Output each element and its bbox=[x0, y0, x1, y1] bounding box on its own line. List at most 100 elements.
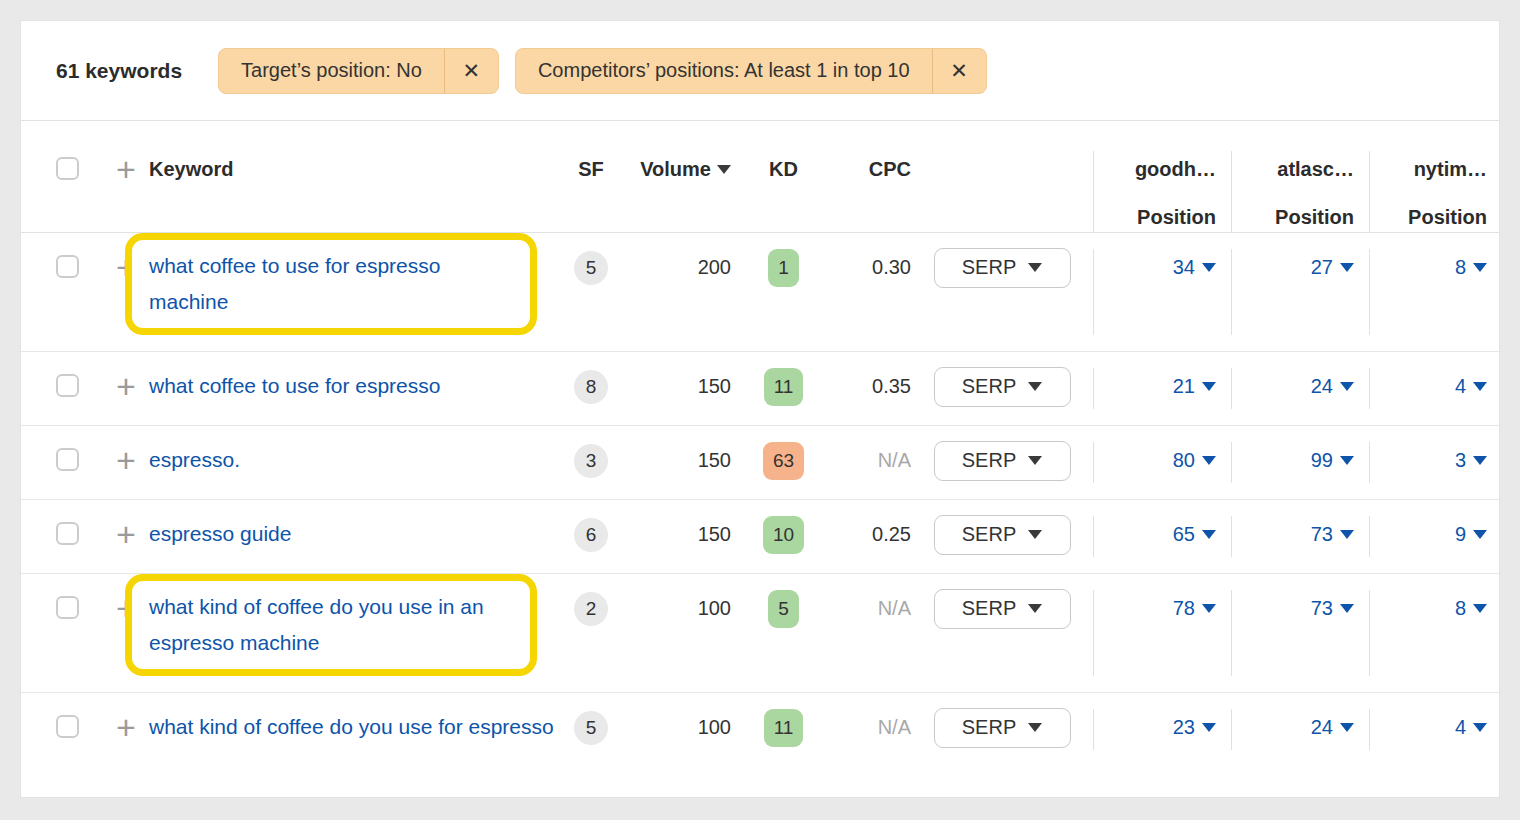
add-keyword-icon[interactable]: + bbox=[116, 368, 136, 404]
table-row: + espresso. 3 150 63 N/A SERP 80 99 3 bbox=[21, 426, 1499, 500]
kd-badge: 63 bbox=[763, 442, 804, 480]
table-row: + what coffee to use for espresso machin… bbox=[21, 233, 1499, 352]
position-cell-atlasc: 27 bbox=[1231, 249, 1369, 335]
position-dropdown-icon[interactable] bbox=[1473, 604, 1487, 613]
add-all-icon[interactable]: + bbox=[116, 151, 136, 187]
position-dropdown-icon[interactable] bbox=[1340, 604, 1354, 613]
position-dropdown-icon[interactable] bbox=[1340, 723, 1354, 732]
serp-features-badge[interactable]: 3 bbox=[574, 444, 608, 478]
add-keyword-icon[interactable]: + bbox=[116, 516, 136, 552]
close-icon[interactable]: ✕ bbox=[444, 49, 498, 93]
kd-badge: 11 bbox=[764, 368, 804, 406]
serp-features-badge[interactable]: 2 bbox=[574, 592, 608, 626]
position-value[interactable]: 65 bbox=[1173, 523, 1195, 545]
serp-dropdown-button[interactable]: SERP bbox=[934, 589, 1071, 629]
position-value[interactable]: 80 bbox=[1173, 449, 1195, 471]
position-dropdown-icon[interactable] bbox=[1202, 530, 1216, 539]
keyword-highlight: what kind of coffee do you use for espre… bbox=[149, 709, 554, 745]
header-sf[interactable]: SF bbox=[561, 151, 621, 187]
position-value[interactable]: 99 bbox=[1311, 449, 1333, 471]
position-value[interactable]: 27 bbox=[1311, 256, 1333, 278]
kd-badge: 5 bbox=[768, 590, 799, 628]
row-checkbox[interactable] bbox=[56, 715, 79, 738]
position-value[interactable]: 8 bbox=[1455, 597, 1466, 619]
position-value[interactable]: 9 bbox=[1455, 523, 1466, 545]
serp-dropdown-button[interactable]: SERP bbox=[934, 441, 1071, 481]
header-cpc[interactable]: CPC bbox=[836, 151, 911, 187]
kd-badge: 10 bbox=[763, 516, 804, 554]
position-value[interactable]: 73 bbox=[1311, 523, 1333, 545]
serp-dropdown-button[interactable]: SERP bbox=[934, 708, 1071, 748]
header-volume-sort[interactable]: Volume bbox=[621, 151, 731, 187]
serp-features-badge[interactable]: 8 bbox=[574, 370, 608, 404]
keyword-link[interactable]: what coffee to use for espresso bbox=[149, 374, 440, 397]
position-value[interactable]: 24 bbox=[1311, 716, 1333, 738]
keyword-link[interactable]: espresso guide bbox=[149, 522, 291, 545]
keyword-link[interactable]: espresso. bbox=[149, 448, 240, 471]
chevron-down-icon bbox=[1028, 723, 1042, 732]
position-value[interactable]: 23 bbox=[1173, 716, 1195, 738]
filter-chip-target-position: Target’s position: No ✕ bbox=[218, 48, 499, 94]
select-all-checkbox[interactable] bbox=[56, 157, 79, 180]
position-dropdown-icon[interactable] bbox=[1202, 456, 1216, 465]
position-value[interactable]: 24 bbox=[1311, 375, 1333, 397]
serp-dropdown-button[interactable]: SERP bbox=[934, 515, 1071, 555]
chevron-down-icon bbox=[1028, 604, 1042, 613]
position-dropdown-icon[interactable] bbox=[1340, 530, 1354, 539]
position-dropdown-icon[interactable] bbox=[1473, 263, 1487, 272]
position-value[interactable]: 21 bbox=[1173, 375, 1195, 397]
position-dropdown-icon[interactable] bbox=[1202, 263, 1216, 272]
add-keyword-icon[interactable]: + bbox=[116, 709, 136, 745]
close-icon[interactable]: ✕ bbox=[932, 49, 986, 93]
position-dropdown-icon[interactable] bbox=[1340, 456, 1354, 465]
row-checkbox[interactable] bbox=[56, 448, 79, 471]
position-value[interactable]: 4 bbox=[1455, 716, 1466, 738]
position-dropdown-icon[interactable] bbox=[1473, 723, 1487, 732]
header-competitor-goodh[interactable]: goodh… Position bbox=[1093, 151, 1231, 232]
volume-value: 100 bbox=[621, 709, 731, 745]
position-dropdown-icon[interactable] bbox=[1202, 723, 1216, 732]
table-body: + what coffee to use for espresso machin… bbox=[21, 233, 1499, 766]
header-competitor-nytim[interactable]: nytim… Position bbox=[1369, 151, 1499, 232]
row-checkbox[interactable] bbox=[56, 522, 79, 545]
row-checkbox[interactable] bbox=[56, 374, 79, 397]
position-cell-atlasc: 73 bbox=[1231, 590, 1369, 676]
position-dropdown-icon[interactable] bbox=[1473, 530, 1487, 539]
keyword-highlight: what kind of coffee do you use in an esp… bbox=[125, 574, 537, 676]
filter-chip-label[interactable]: Competitors’ positions: At least 1 in to… bbox=[516, 49, 932, 93]
serp-features-badge[interactable]: 5 bbox=[574, 251, 608, 285]
position-value[interactable]: 78 bbox=[1173, 597, 1195, 619]
position-dropdown-icon[interactable] bbox=[1340, 263, 1354, 272]
header-kd[interactable]: KD bbox=[731, 151, 836, 187]
filter-toolbar: 61 keywords Target’s position: No ✕ Comp… bbox=[21, 21, 1499, 121]
position-dropdown-icon[interactable] bbox=[1202, 604, 1216, 613]
position-cell-goodh: 21 bbox=[1093, 368, 1231, 409]
position-value[interactable]: 8 bbox=[1455, 256, 1466, 278]
table-header: + Keyword SF Volume KD CPC goodh… Positi… bbox=[21, 121, 1499, 233]
position-cell-nytim: 8 bbox=[1369, 249, 1499, 335]
header-keyword: Keyword bbox=[149, 151, 561, 187]
position-dropdown-icon[interactable] bbox=[1202, 382, 1216, 391]
filter-chip-label[interactable]: Target’s position: No bbox=[219, 49, 444, 93]
position-value[interactable]: 34 bbox=[1173, 256, 1195, 278]
cpc-value: N/A bbox=[836, 590, 911, 626]
kd-badge: 11 bbox=[764, 709, 804, 747]
serp-dropdown-button[interactable]: SERP bbox=[934, 367, 1071, 407]
serp-features-badge[interactable]: 5 bbox=[574, 711, 608, 745]
keyword-link[interactable]: what coffee to use for espresso machine bbox=[149, 254, 440, 313]
row-checkbox[interactable] bbox=[56, 255, 79, 278]
position-value[interactable]: 73 bbox=[1311, 597, 1333, 619]
position-dropdown-icon[interactable] bbox=[1340, 382, 1354, 391]
keyword-link[interactable]: what kind of coffee do you use in an esp… bbox=[149, 595, 484, 654]
serp-dropdown-button[interactable]: SERP bbox=[934, 248, 1071, 288]
position-value[interactable]: 4 bbox=[1455, 375, 1466, 397]
serp-features-badge[interactable]: 6 bbox=[574, 518, 608, 552]
row-checkbox[interactable] bbox=[56, 596, 79, 619]
position-dropdown-icon[interactable] bbox=[1473, 382, 1487, 391]
position-value[interactable]: 3 bbox=[1455, 449, 1466, 471]
kd-badge: 1 bbox=[768, 249, 799, 287]
add-keyword-icon[interactable]: + bbox=[116, 442, 136, 478]
position-dropdown-icon[interactable] bbox=[1473, 456, 1487, 465]
header-competitor-atlasc[interactable]: atlasc… Position bbox=[1231, 151, 1369, 232]
keyword-link[interactable]: what kind of coffee do you use for espre… bbox=[149, 715, 554, 738]
